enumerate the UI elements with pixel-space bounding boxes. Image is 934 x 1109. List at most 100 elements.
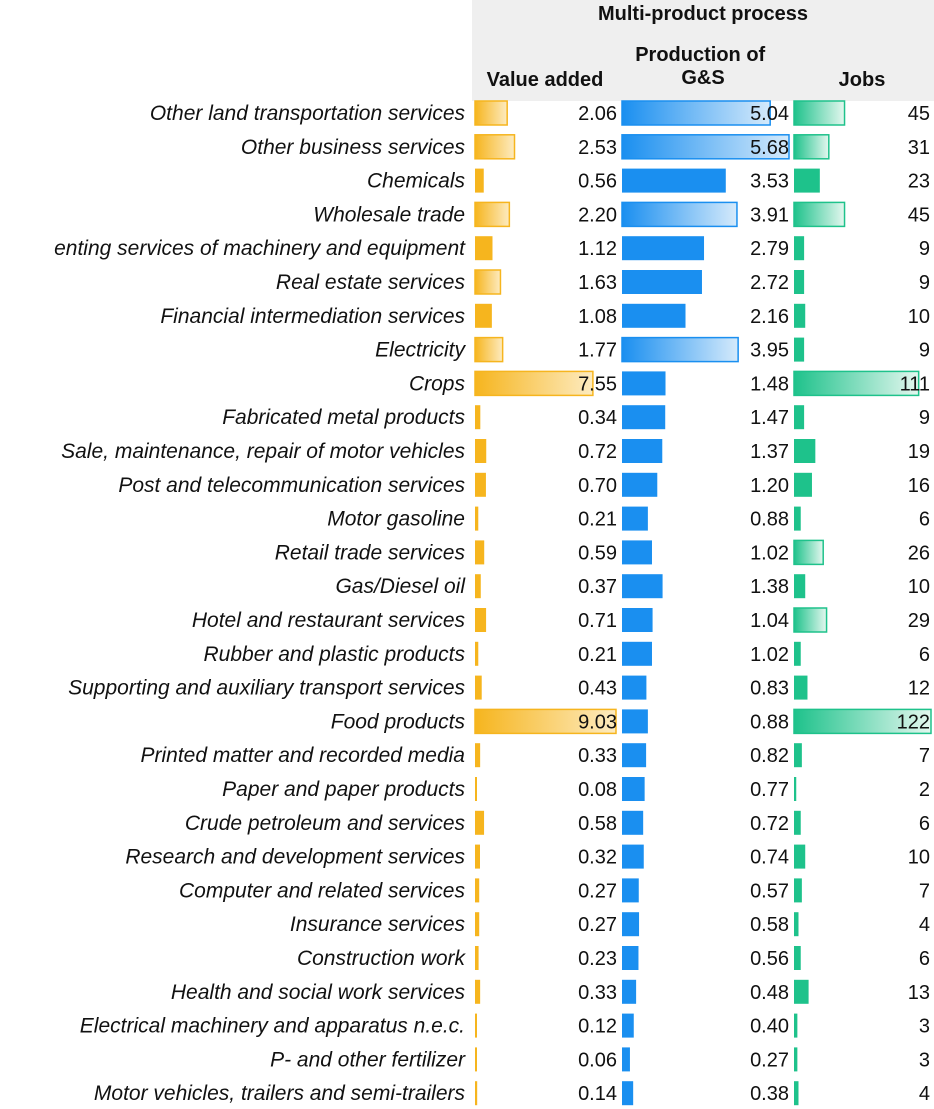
jobs-value-label: 45 <box>908 204 930 226</box>
production-bar <box>622 1013 634 1038</box>
jobs-bar <box>793 100 846 126</box>
production-bar <box>622 979 637 1004</box>
production-value-label: 0.88 <box>750 509 789 531</box>
production-value-label: 0.74 <box>750 847 789 869</box>
production-bar <box>622 439 663 463</box>
chart-title: Multi-product process <box>598 3 808 25</box>
jobs-value-label: 3 <box>919 1049 930 1071</box>
production-value-label: 0.58 <box>750 914 789 936</box>
value-added-bar <box>475 1081 478 1106</box>
value-added-value-label: 0.33 <box>578 745 617 767</box>
jobs-bar <box>794 912 799 937</box>
jobs-value-label: 10 <box>908 576 930 598</box>
jobs-bar <box>793 201 846 228</box>
production-value-label: 0.40 <box>750 1016 789 1038</box>
jobs-bar <box>794 439 816 463</box>
jobs-bar <box>794 236 805 261</box>
category-label: Wholesale trade <box>313 203 465 226</box>
value-added-bar <box>474 269 502 295</box>
production-value-label: 5.04 <box>750 103 789 125</box>
value-added-value-label: 1.77 <box>578 340 617 362</box>
production-value-label: 0.88 <box>750 711 789 733</box>
category-label: Computer and related services <box>179 879 465 902</box>
production-value-label: 0.57 <box>750 880 789 902</box>
value-added-value-label: 9.03 <box>578 711 617 733</box>
value-added-bar <box>475 979 481 1004</box>
value-added-value-label: 0.14 <box>578 1083 617 1105</box>
category-label: Motor gasoline <box>327 508 465 531</box>
production-bar <box>622 540 652 565</box>
jobs-bar <box>794 574 806 599</box>
production-bar <box>622 506 648 531</box>
production-bar <box>621 201 738 228</box>
production-bar <box>622 743 647 768</box>
value-added-bar <box>475 810 485 835</box>
jobs-value-label: 9 <box>919 340 930 362</box>
jobs-value-label: 6 <box>919 644 930 666</box>
value-added-value-label: 0.23 <box>578 948 617 970</box>
jobs-value-label: 7 <box>919 745 930 767</box>
category-label: Post and telecommunication services <box>118 474 465 497</box>
production-bar <box>622 608 653 632</box>
value-added-value-label: 1.08 <box>578 306 617 328</box>
jobs-value-label: 111 <box>900 373 930 395</box>
category-label: Printed matter and recorded media <box>140 744 465 767</box>
value-added-bar <box>474 100 508 126</box>
category-label: Motor vehicles, trailers and semi-traile… <box>94 1082 466 1105</box>
category-label: Electrical machinery and apparatus n.e.c… <box>80 1015 465 1038</box>
category-label: Food products <box>331 710 466 733</box>
jobs-value-label: 122 <box>897 711 930 733</box>
column-header-production-line-2: G&S <box>681 67 724 89</box>
jobs-bar <box>794 844 806 869</box>
value-added-value-label: 1.63 <box>578 272 617 294</box>
value-added-value-label: 0.12 <box>578 1016 617 1038</box>
category-label: Gas/Diesel oil <box>335 575 466 598</box>
jobs-value-label: 29 <box>908 610 930 632</box>
value-added-value-label: 0.32 <box>578 847 617 869</box>
production-value-label: 1.48 <box>750 373 789 395</box>
value-added-value-label: 0.43 <box>578 678 617 700</box>
column-header-value-added: Value added <box>487 69 604 91</box>
value-added-bar <box>475 472 486 497</box>
category-label: Sale, maintenance, repair of motor vehic… <box>61 440 465 463</box>
value-added-bar <box>475 743 481 768</box>
production-bar <box>621 100 771 126</box>
production-bar <box>622 371 666 396</box>
jobs-value-label: 7 <box>919 880 930 902</box>
production-bar <box>622 844 644 869</box>
jobs-bar <box>794 337 805 362</box>
production-value-label: 2.79 <box>750 238 789 260</box>
value-added-value-label: 0.08 <box>578 779 617 801</box>
production-value-label: 1.02 <box>750 644 789 666</box>
header-band <box>472 0 934 101</box>
value-added-value-label: 0.33 <box>578 982 617 1004</box>
production-bar <box>622 472 658 497</box>
jobs-bar <box>794 777 797 801</box>
jobs-bar <box>794 979 809 1004</box>
category-label: P- and other fertilizer <box>270 1048 466 1071</box>
production-bar <box>622 946 639 970</box>
jobs-value-label: 6 <box>919 509 930 531</box>
jobs-value-label: 9 <box>919 238 930 260</box>
jobs-value-label: 45 <box>908 103 930 125</box>
jobs-bar <box>793 539 824 566</box>
category-label: Financial intermediation services <box>160 305 465 328</box>
value-added-value-label: 0.06 <box>578 1049 617 1071</box>
jobs-value-label: 13 <box>908 982 930 1004</box>
jobs-bar <box>794 506 801 531</box>
column-header-production: Production of G&S <box>635 44 771 89</box>
production-value-label: 1.02 <box>750 542 789 564</box>
production-value-label: 0.38 <box>750 1083 789 1105</box>
production-value-label: 1.47 <box>750 407 789 429</box>
chart-rows: Other land transportation services 2.06 5.… <box>54 100 932 1106</box>
category-label: Other business services <box>241 136 466 159</box>
value-added-bar <box>475 574 481 599</box>
value-added-value-label: 0.34 <box>578 407 617 429</box>
value-added-value-label: 2.53 <box>578 137 617 159</box>
production-value-label: 2.72 <box>750 272 789 294</box>
jobs-value-label: 26 <box>908 542 930 564</box>
production-value-label: 0.83 <box>750 678 789 700</box>
value-added-bar <box>474 201 511 228</box>
value-added-value-label: 0.37 <box>578 576 617 598</box>
production-value-label: 1.38 <box>750 576 789 598</box>
